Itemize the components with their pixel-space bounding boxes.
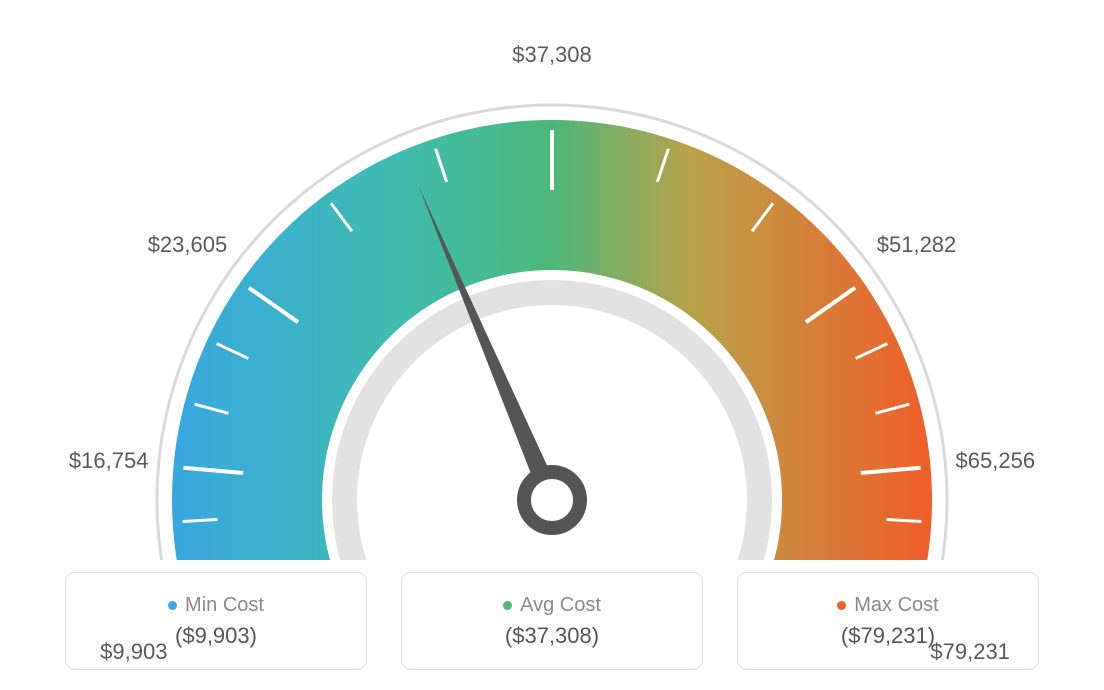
legend-card-avg: Avg Cost ($37,308) <box>401 572 703 670</box>
scale-label: $65,256 <box>956 448 1036 474</box>
dot-icon <box>837 601 846 610</box>
legend-label: Max Cost <box>854 594 938 617</box>
legend-card-max: Max Cost ($79,231) <box>737 572 1039 670</box>
legend-card-min: Min Cost ($9,903) <box>65 572 367 670</box>
legend-value: ($79,231) <box>841 623 935 649</box>
legend-title-min: Min Cost <box>168 594 264 617</box>
legend-row: Min Cost ($9,903) Avg Cost ($37,308) Max… <box>0 572 1104 670</box>
legend-label: Avg Cost <box>520 594 601 617</box>
legend-title-max: Max Cost <box>837 594 938 617</box>
legend-value: ($37,308) <box>505 623 599 649</box>
gauge-svg <box>0 0 1104 560</box>
dot-icon <box>503 601 512 610</box>
scale-label: $37,308 <box>512 42 592 68</box>
legend-title-avg: Avg Cost <box>503 594 601 617</box>
dot-icon <box>168 601 177 610</box>
scale-label: $51,282 <box>877 232 957 258</box>
scale-label: $16,754 <box>69 448 149 474</box>
gauge-chart: $9,903$16,754$23,605$37,308$51,282$65,25… <box>0 0 1104 560</box>
scale-label: $23,605 <box>148 232 228 258</box>
legend-label: Min Cost <box>185 594 264 617</box>
legend-value: ($9,903) <box>175 623 257 649</box>
